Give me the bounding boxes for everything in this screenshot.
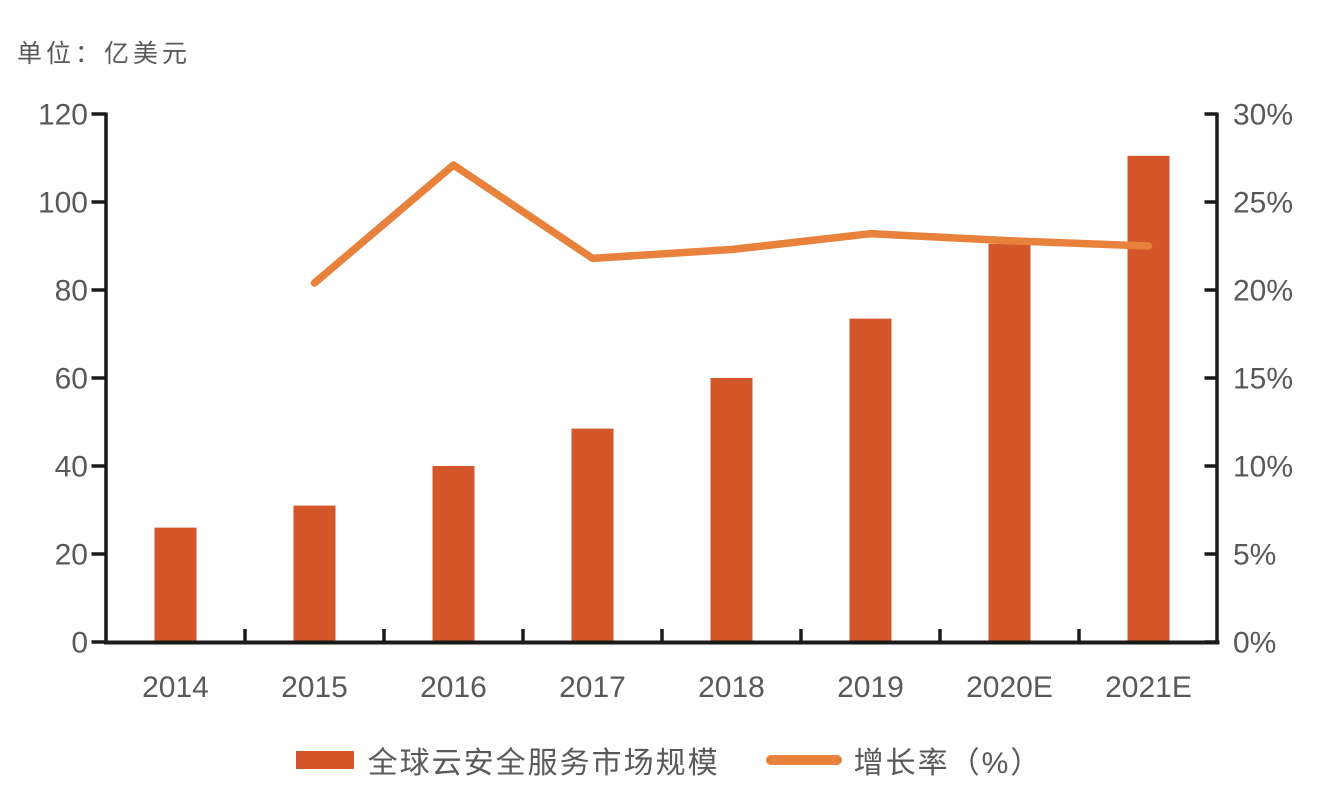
x-axis-tick-label: 2020E	[966, 671, 1053, 704]
left-axis-tick-label: 40	[55, 451, 88, 484]
left-axis-tick-label: 0	[71, 627, 88, 660]
bar-2019	[849, 318, 892, 642]
x-axis-tick-label: 2015	[281, 671, 348, 704]
right-axis-tick-label: 10%	[1233, 451, 1293, 484]
legend-bar-swatch-icon	[295, 751, 354, 769]
bar-2020E	[988, 243, 1031, 643]
x-axis-tick-label: 2018	[698, 671, 765, 704]
x-axis-tick-label: 2019	[837, 671, 904, 704]
right-axis-tick-label: 30%	[1233, 99, 1293, 132]
legend-item-market-size: 全球云安全服务市场规模	[295, 738, 720, 782]
legend-line-label: 增长率（%）	[853, 747, 1043, 780]
bar-2016	[432, 466, 475, 642]
growth-rate-line	[310, 161, 1153, 287]
legend-line-swatch-icon	[765, 755, 842, 765]
left-axis-tick-label: 60	[55, 363, 88, 396]
bar-2018	[710, 378, 753, 642]
bar-2014	[154, 527, 197, 642]
bar-2015	[293, 505, 336, 642]
left-axis-tick-label: 120	[38, 99, 88, 132]
right-axis-tick-label: 5%	[1233, 539, 1276, 572]
right-axis-tick-label: 25%	[1233, 187, 1293, 220]
legend-bar-label: 全球云安全服务市场规模	[367, 747, 720, 780]
unit-label: 单位：亿美元	[17, 40, 192, 68]
x-axis-tick-label: 2016	[420, 671, 487, 704]
x-axis-tick-label: 2021E	[1105, 671, 1192, 704]
x-axis-tick-label: 2014	[142, 671, 209, 704]
left-axis-tick-label: 100	[38, 187, 88, 220]
left-axis-tick-label: 20	[55, 539, 88, 572]
bar-2017	[571, 428, 614, 642]
legend: 全球云安全服务市场规模 增长率（%）	[0, 738, 1338, 782]
right-axis-tick-label: 20%	[1233, 275, 1293, 308]
left-axis-tick-label: 80	[55, 275, 88, 308]
right-axis-tick-label: 15%	[1233, 363, 1293, 396]
legend-item-growth-rate: 增长率（%）	[765, 738, 1043, 782]
right-axis-tick-label: 0%	[1233, 627, 1276, 660]
bar-2021E	[1127, 155, 1170, 643]
x-axis-tick-label: 2017	[559, 671, 626, 704]
